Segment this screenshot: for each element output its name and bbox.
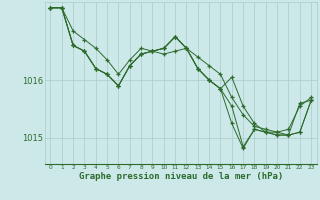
X-axis label: Graphe pression niveau de la mer (hPa): Graphe pression niveau de la mer (hPa) (79, 172, 283, 181)
